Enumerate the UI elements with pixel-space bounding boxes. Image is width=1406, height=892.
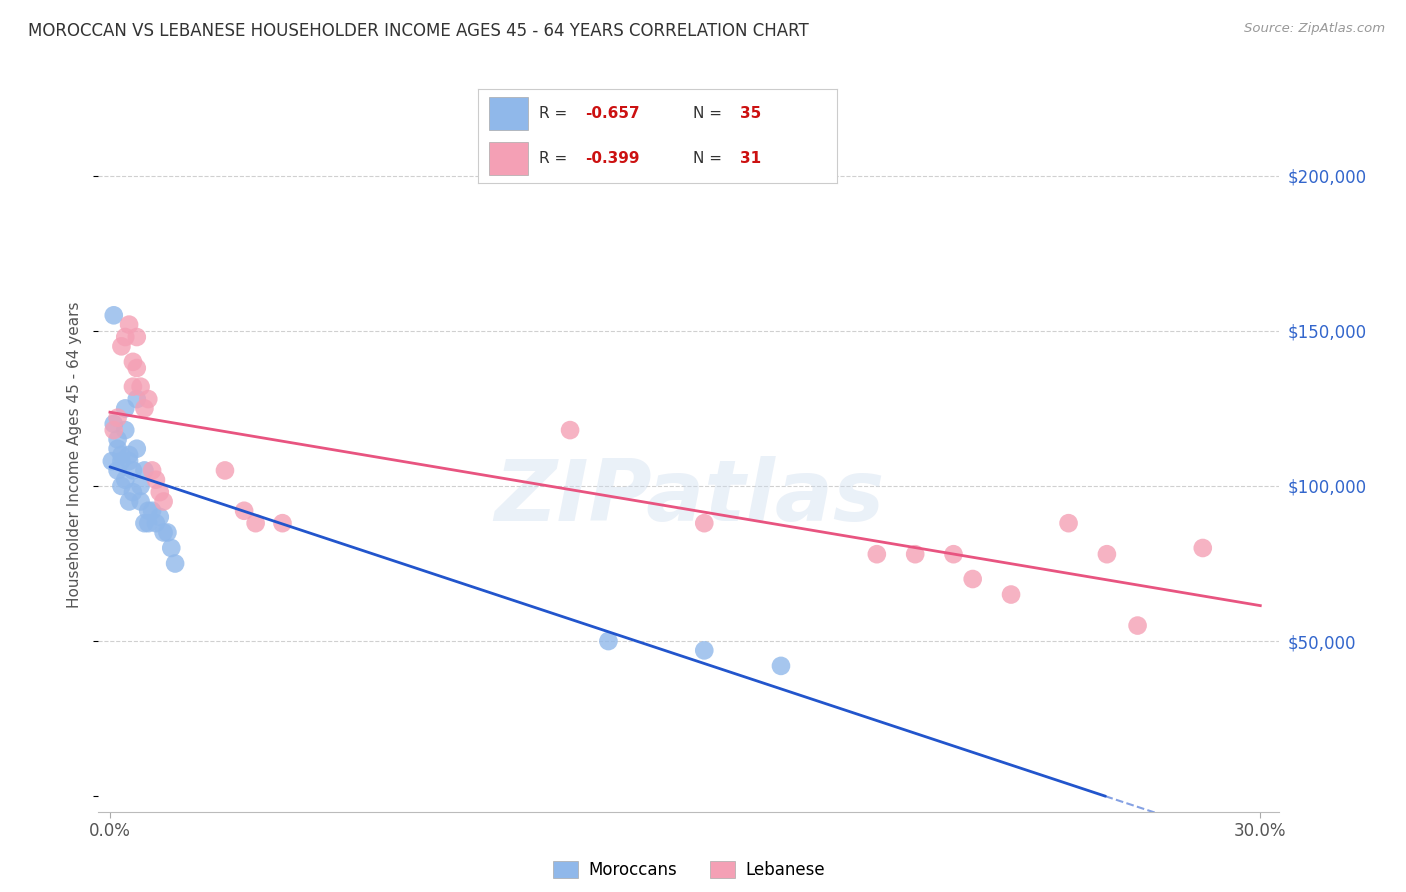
Point: [125, 392, 148, 406]
Point: [271, 516, 294, 531]
Point: [125, 442, 148, 456]
Point: [122, 355, 145, 369]
Point: [136, 392, 159, 406]
Point: [134, 401, 156, 416]
Text: N =: N =: [693, 106, 727, 121]
Text: -0.399: -0.399: [585, 151, 640, 166]
Point: [114, 401, 136, 416]
Point: [134, 463, 156, 477]
Point: [1095, 547, 1118, 561]
Point: [149, 510, 172, 524]
Point: [114, 473, 136, 487]
Text: N =: N =: [693, 151, 727, 166]
Point: [134, 516, 156, 531]
Point: [107, 442, 129, 456]
Text: MOROCCAN VS LEBANESE HOUSEHOLDER INCOME AGES 45 - 64 YEARS CORRELATION CHART: MOROCCAN VS LEBANESE HOUSEHOLDER INCOME …: [28, 22, 808, 40]
Point: [866, 547, 889, 561]
Point: [145, 516, 167, 531]
Point: [125, 361, 148, 376]
Point: [962, 572, 984, 586]
Point: [114, 423, 136, 437]
Point: [107, 410, 129, 425]
Point: [101, 454, 124, 468]
Point: [1000, 588, 1022, 602]
Point: [122, 463, 145, 477]
Legend: Moroccans, Lebanese: Moroccans, Lebanese: [547, 854, 831, 886]
FancyBboxPatch shape: [489, 96, 529, 130]
Point: [1057, 516, 1080, 531]
Point: [152, 494, 174, 508]
Point: [152, 525, 174, 540]
Text: -0.657: -0.657: [585, 106, 640, 121]
Point: [693, 643, 716, 657]
Text: 31: 31: [740, 151, 761, 166]
Point: [103, 417, 125, 431]
Point: [769, 659, 792, 673]
Text: R =: R =: [538, 151, 572, 166]
Point: [693, 516, 716, 531]
Point: [1191, 541, 1213, 555]
Point: [129, 379, 152, 393]
Point: [145, 473, 167, 487]
Point: [160, 541, 183, 555]
Point: [156, 525, 179, 540]
Point: [118, 454, 141, 468]
Point: [136, 504, 159, 518]
Point: [233, 504, 256, 518]
Point: [598, 634, 620, 648]
Text: R =: R =: [538, 106, 572, 121]
Point: [245, 516, 267, 531]
Point: [122, 379, 145, 393]
Point: [107, 463, 129, 477]
Point: [118, 318, 141, 332]
Point: [214, 463, 236, 477]
Point: [103, 308, 125, 322]
Point: [110, 479, 132, 493]
Point: [165, 557, 187, 571]
Point: [110, 454, 132, 468]
Text: ZIPatlas: ZIPatlas: [494, 456, 884, 540]
Point: [125, 330, 148, 344]
Point: [136, 516, 159, 531]
Point: [129, 479, 152, 493]
Text: 35: 35: [740, 106, 761, 121]
Point: [110, 448, 132, 462]
Text: Source: ZipAtlas.com: Source: ZipAtlas.com: [1244, 22, 1385, 36]
Point: [103, 423, 125, 437]
Point: [118, 448, 141, 462]
FancyBboxPatch shape: [489, 142, 529, 176]
Point: [149, 485, 172, 500]
Point: [1126, 618, 1149, 632]
Point: [118, 494, 141, 508]
Point: [942, 547, 965, 561]
Point: [904, 547, 927, 561]
Point: [129, 494, 152, 508]
Point: [122, 485, 145, 500]
Point: [114, 330, 136, 344]
Point: [110, 339, 132, 353]
Point: [141, 504, 163, 518]
Point: [141, 463, 163, 477]
Point: [558, 423, 581, 437]
Point: [107, 433, 129, 447]
Y-axis label: Householder Income Ages 45 - 64 years: Householder Income Ages 45 - 64 years: [67, 301, 83, 608]
